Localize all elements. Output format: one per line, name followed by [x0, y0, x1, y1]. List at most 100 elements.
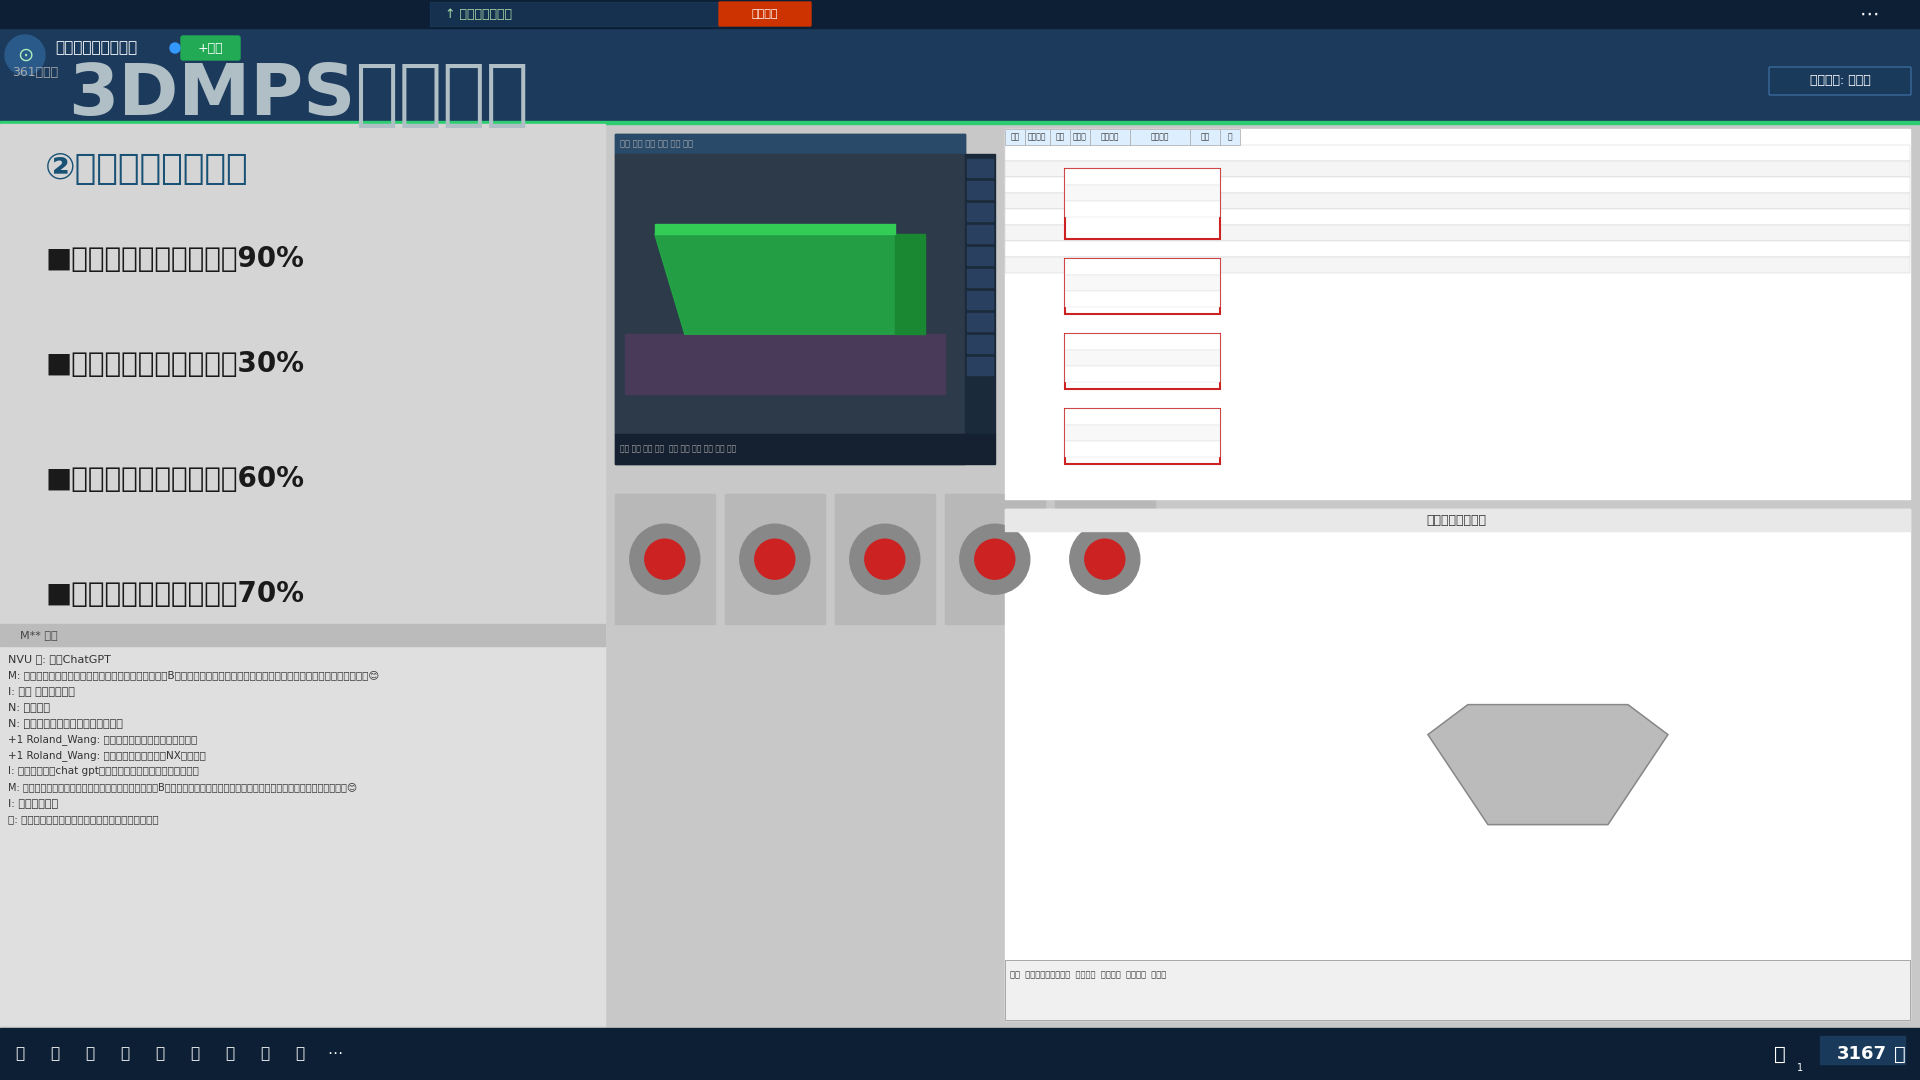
Text: 设备: 设备 [1200, 133, 1210, 141]
Text: ⏭: ⏭ [84, 1047, 94, 1062]
Bar [1066, 334, 1219, 350]
Text: 数字化工业软件联盟: 数字化工业软件联盟 [56, 40, 136, 55]
Bar [1066, 185, 1219, 201]
Text: ⭐: ⭐ [296, 1047, 305, 1062]
Bar [1004, 177, 1910, 193]
Bar [1190, 130, 1219, 145]
Text: +1 Roland_Wang: 如图就是集成在西门了NX中操作的: +1 Roland_Wang: 如图就是集成在西门了NX中操作的 [8, 751, 205, 761]
Bar [1004, 257, 1910, 273]
Circle shape [851, 524, 920, 594]
Circle shape [6, 35, 44, 75]
Text: ■工序模型创建时间节省60%: ■工序模型创建时间节省60% [44, 465, 303, 494]
Text: ⏮: ⏮ [15, 1047, 25, 1062]
Bar [1066, 409, 1219, 426]
Bar [835, 495, 935, 624]
Bar [1066, 275, 1219, 292]
Bar [0, 124, 605, 1080]
Bar [1066, 259, 1219, 314]
Text: M** 来了: M** 来了 [19, 631, 58, 640]
Bar [968, 269, 993, 287]
Bar [1066, 259, 1219, 275]
Bar [1004, 241, 1910, 257]
Bar [1820, 1036, 1905, 1064]
Polygon shape [655, 234, 925, 334]
Bar [1004, 145, 1910, 161]
Bar [0, 0, 1920, 28]
Circle shape [645, 539, 685, 579]
Bar [1066, 426, 1219, 442]
Circle shape [864, 539, 904, 579]
Text: ⬛: ⬛ [156, 1047, 165, 1062]
Text: ⋯: ⋯ [1860, 4, 1880, 24]
Bar [1129, 130, 1190, 145]
Text: NVU 点: 接入ChatGPT: NVU 点: 接入ChatGPT [8, 654, 111, 664]
Bar [968, 292, 993, 309]
Text: 设: 设 [1227, 133, 1233, 141]
Text: 工序号: 工序号 [1073, 133, 1087, 141]
Circle shape [1069, 524, 1140, 594]
Circle shape [171, 43, 180, 53]
Text: 机械加工工序卡片: 机械加工工序卡片 [1427, 514, 1486, 527]
Bar [0, 0, 1920, 124]
Bar [968, 335, 993, 353]
Bar [968, 357, 993, 375]
FancyBboxPatch shape [718, 2, 810, 26]
Text: 方: 模型驱动的三维智能零件工艺主要适用哪些场景？: 方: 模型驱动的三维智能零件工艺主要适用哪些场景？ [8, 814, 159, 824]
Circle shape [960, 524, 1029, 594]
Text: M: 直播间依旧后合放在数字化工业软件联盟的视频号，B站、官网，工业软件云社区等官方平台，感兴趣的朋友可以关注查看哟😊: M: 直播间依旧后合放在数字化工业软件联盟的视频号，B站、官网，工业软件云社区等… [8, 671, 380, 680]
Bar [430, 2, 720, 26]
Bar [0, 1028, 1920, 1080]
Circle shape [739, 524, 810, 594]
Bar [968, 226, 993, 243]
Text: I: 要是能要是跟chat gpt联合起来，都可以实现无人化生产了: I: 要是能要是跟chat gpt联合起来，都可以实现无人化生产了 [8, 766, 200, 777]
Text: 3167: 3167 [1837, 1045, 1887, 1063]
Text: ↑ 你正在共享屏幕: ↑ 你正在共享屏幕 [445, 8, 513, 21]
Text: M: 直播间依旧后合放在数字化工业软件联盟的视频号，B站、官网，工业软件云社区等官方平台，感兴趣的朋友可以关注查看哟😊: M: 直播间依旧后合放在数字化工业软件联盟的视频号，B站、官网，工业软件云社区等… [8, 782, 357, 793]
Text: ■零件工艺设计周期缩短70%: ■零件工艺设计周期缩短70% [44, 580, 303, 608]
Bar [1004, 226, 1910, 241]
Circle shape [630, 524, 699, 594]
Text: 停止共享: 停止共享 [753, 9, 778, 19]
Text: ⊙: ⊙ [17, 45, 33, 65]
FancyBboxPatch shape [180, 36, 240, 60]
Bar [614, 434, 995, 464]
Text: 👍: 👍 [1774, 1044, 1786, 1064]
Bar [1025, 130, 1050, 145]
Bar [0, 624, 605, 1025]
Text: +关注: +关注 [198, 41, 223, 54]
Text: 👥: 👥 [225, 1047, 234, 1062]
Bar [0, 121, 1920, 124]
Text: 📷: 📷 [190, 1047, 200, 1062]
Bar [964, 154, 995, 434]
Bar [1050, 130, 1069, 145]
Polygon shape [655, 225, 895, 234]
Text: 🔒: 🔒 [261, 1047, 269, 1062]
Bar [0, 624, 605, 646]
Bar [968, 247, 993, 266]
Text: 正在发言: 徐济友: 正在发言: 徐济友 [1811, 75, 1870, 87]
Text: 工步  工作内容及技术条件  刀具数量  主轴转速  切削速度  进给量: 工步 工作内容及技术条件 刀具数量 主轴转速 切削速度 进给量 [1010, 971, 1165, 980]
Bar [1004, 130, 1025, 145]
Bar [1066, 350, 1219, 366]
Bar [1066, 292, 1219, 307]
Bar [1066, 442, 1219, 457]
Text: ⋯: ⋯ [328, 1047, 342, 1062]
Circle shape [975, 539, 1016, 579]
Polygon shape [1428, 704, 1668, 825]
Bar [0, 124, 1920, 1080]
Bar [1054, 495, 1154, 624]
Bar [614, 154, 964, 434]
Bar [968, 159, 993, 177]
Text: 1: 1 [1797, 1063, 1803, 1074]
Text: 🤖: 🤖 [1895, 1044, 1907, 1064]
Circle shape [755, 539, 795, 579]
Text: 361人看过: 361人看过 [12, 66, 58, 79]
Text: 🔊: 🔊 [121, 1047, 129, 1062]
Bar [1004, 509, 1910, 1020]
Bar [1066, 409, 1219, 464]
Text: ■工艺流程规划时间节省30%: ■工艺流程规划时间节省30% [44, 350, 303, 378]
Bar [1004, 193, 1910, 210]
Bar [1004, 509, 1910, 531]
Bar [1066, 170, 1219, 185]
Text: N: 这对我们的工艺标准化意义很明确: N: 这对我们的工艺标准化意义很明确 [8, 718, 123, 728]
